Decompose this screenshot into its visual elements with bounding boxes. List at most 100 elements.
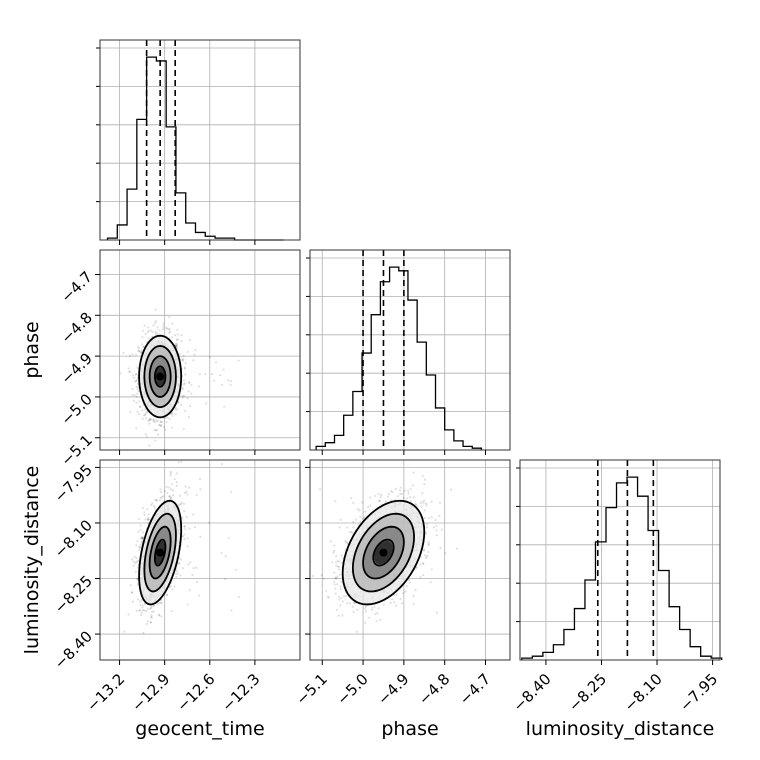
scatter-point [166, 594, 168, 596]
scatter-point [377, 493, 379, 495]
scatter-point [335, 562, 337, 564]
scatter-point [393, 601, 395, 603]
scatter-point [142, 507, 144, 509]
scatter-point [136, 367, 138, 369]
scatter-point [352, 606, 354, 608]
scatter-point [422, 574, 424, 576]
scatter-point [129, 355, 131, 357]
scatter-point [378, 607, 380, 609]
scatter-point [338, 596, 340, 598]
scatter-point [356, 631, 358, 633]
scatter-point [179, 574, 181, 576]
scatter-point [225, 555, 227, 557]
scatter-point [136, 393, 138, 395]
scatter-point [426, 523, 428, 525]
scatter-point [228, 537, 230, 539]
scatter-point [139, 604, 141, 606]
scatter-point [400, 487, 402, 489]
scatter-point [149, 608, 151, 610]
scatter-point [147, 420, 149, 422]
scatter-point [168, 328, 170, 330]
scatter-point [143, 514, 145, 516]
scatter-point [390, 602, 392, 604]
scatter-point [421, 492, 423, 494]
scatter-point [186, 516, 188, 518]
scatter-point [421, 500, 423, 502]
scatter-point [189, 339, 191, 341]
scatter-point [141, 409, 143, 411]
x-axis-title-phase: phase [381, 718, 438, 740]
scatter-point [139, 525, 141, 527]
scatter-point [180, 404, 182, 406]
scatter-point [184, 525, 186, 527]
scatter-point [423, 502, 425, 504]
scatter-point [352, 611, 354, 613]
scatter-point [396, 593, 398, 595]
scatter-point [404, 590, 406, 592]
scatter-point [238, 596, 240, 598]
scatter-point [160, 497, 162, 499]
scatter-point [161, 602, 163, 604]
scatter-point [344, 540, 346, 542]
scatter-point [235, 569, 237, 571]
scatter-point [169, 474, 171, 476]
scatter-point [350, 497, 352, 499]
scatter-point [374, 495, 376, 497]
scatter-point [424, 517, 426, 519]
scatter-point [369, 504, 371, 506]
scatter-point [171, 588, 173, 590]
scatter-point [139, 405, 141, 407]
scatter-point [436, 529, 438, 531]
scatter-point [141, 606, 143, 608]
scatter-point [179, 495, 181, 497]
scatter-point [412, 603, 414, 605]
scatter-point [211, 373, 213, 375]
scatter-point [181, 340, 183, 342]
scatter-point [419, 563, 421, 565]
scatter-point [142, 418, 144, 420]
scatter-point [135, 373, 137, 375]
scatter-point [230, 491, 232, 493]
scatter-point [378, 500, 380, 502]
scatter-point [136, 560, 138, 562]
scatter-point [215, 361, 217, 363]
scatter-point [346, 542, 348, 544]
scatter-point [147, 518, 149, 520]
scatter-point [131, 591, 133, 593]
scatter-point [414, 589, 416, 591]
scatter-point [147, 620, 149, 622]
scatter-point [359, 516, 361, 518]
scatter-point [138, 546, 140, 548]
scatter-point [375, 620, 377, 622]
scatter-point [156, 500, 158, 502]
scatter-point [177, 338, 179, 340]
scatter-point [174, 334, 176, 336]
scatter-point [336, 583, 338, 585]
scatter-point [157, 326, 159, 328]
scatter-point [170, 488, 172, 490]
scatter-point [141, 343, 143, 345]
scatter-point [172, 494, 174, 496]
scatter-point [339, 585, 341, 587]
scatter-point [431, 568, 433, 570]
scatter-point [182, 567, 184, 569]
scatter-point [132, 601, 134, 603]
scatter-point [170, 472, 172, 474]
scatter-point [138, 549, 140, 551]
scatter-point [331, 561, 333, 563]
scatter-point [184, 492, 186, 494]
scatter-point [436, 534, 438, 536]
scatter-point [349, 531, 351, 533]
scatter-point [395, 488, 397, 490]
scatter-point [340, 597, 342, 599]
scatter-point [190, 393, 192, 395]
scatter-point [335, 592, 337, 594]
scatter-point [364, 510, 366, 512]
scatter-point [137, 531, 139, 533]
scatter-point [383, 603, 385, 605]
scatter-point [175, 576, 177, 578]
scatter-point [345, 595, 347, 597]
scatter-point [147, 513, 149, 515]
scatter-point [187, 603, 189, 605]
